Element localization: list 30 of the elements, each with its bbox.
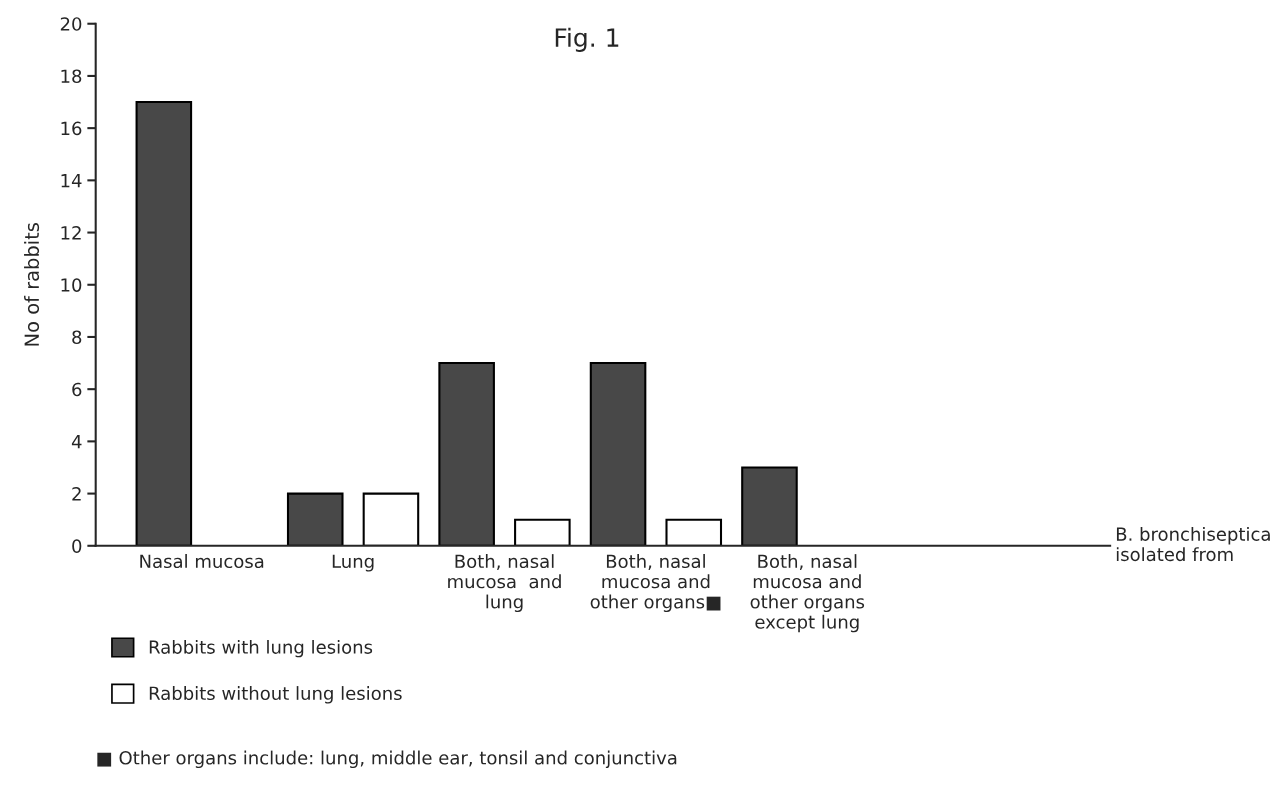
bar [589,362,647,546]
x-tick-label: Both, nasal mucosa and lung [448,554,561,613]
y-tick-label: 18 [61,69,82,84]
chart-title: Fig. 1 [555,27,619,52]
x-tick-label: Both, nasal mucosa and other organs except lung [750,554,865,633]
text: ■ Other organs include: lung, middle ear, tonsil and conjunctiva [97,750,677,769]
bar [362,492,420,546]
bar [286,492,344,546]
x-tick-label: Nasal mucosa [140,554,264,569]
y-tick-label: 4 [71,435,82,449]
legend-label: Rabbits with lung lesions [149,639,373,658]
bar [438,362,495,546]
bar [135,101,193,546]
y-tick-label: 0 [72,539,82,553]
legend-label: Rabbits without lung lesions [149,686,402,704]
x-tick-label: Lung [332,554,374,572]
y-tick-label: 8 [72,330,82,345]
text: B. bronchiseptica isolated from [1116,526,1270,562]
x-tick-label: Both, nasal mucosa and other organs■ [590,554,721,613]
bar [665,518,723,546]
bar [741,466,798,546]
bar [514,518,571,546]
y-tick-label: 6 [72,382,82,397]
y-tick-label: 12 [61,226,81,240]
y-tick-label: 10 [61,278,82,292]
y-tick-label: 16 [61,121,82,136]
y-tick-label: 20 [60,17,82,31]
y-tick-label: 14 [61,174,82,188]
y-axis-title: No of rabbits [24,223,40,346]
y-tick-label: 2 [72,487,81,501]
